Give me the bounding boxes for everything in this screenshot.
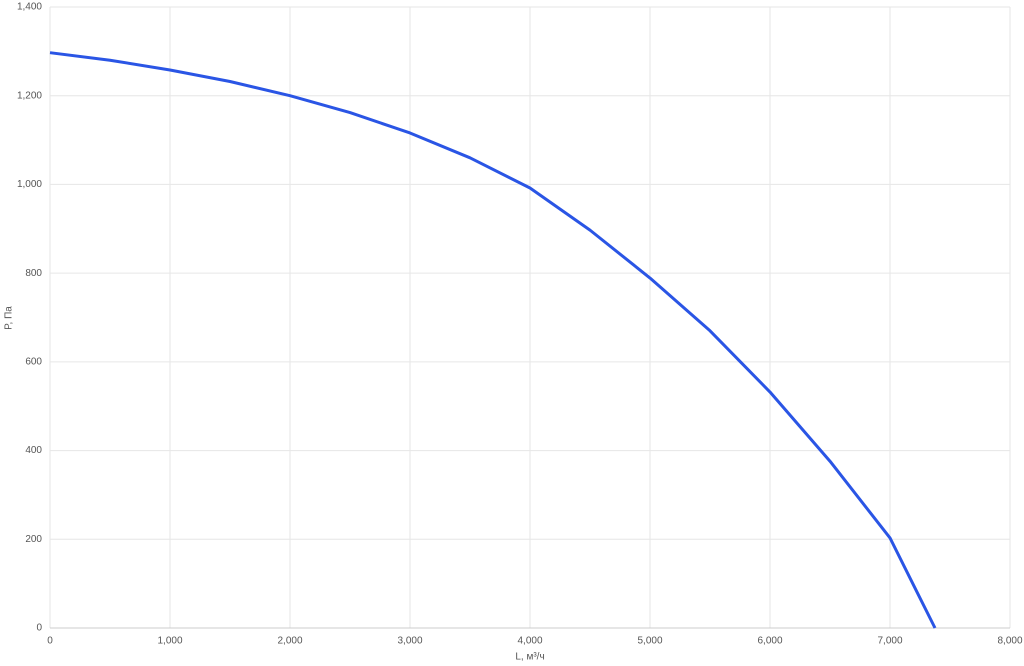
y-tick-label: 200 — [25, 534, 42, 545]
y-tick-label: 600 — [25, 356, 42, 367]
x-tick-label: 6,000 — [757, 636, 782, 647]
y-tick-label: 1,200 — [17, 90, 42, 101]
y-axis-label: P, Па — [4, 306, 15, 330]
y-tick-label: 1,400 — [17, 2, 42, 13]
x-tick-label: 3,000 — [397, 636, 422, 647]
x-tick-label: 7,000 — [877, 636, 902, 647]
x-tick-label: 0 — [47, 636, 53, 647]
x-tick-label: 4,000 — [517, 636, 542, 647]
x-tick-label: 8,000 — [997, 636, 1022, 647]
x-axis-label: L, м³/ч — [515, 652, 544, 663]
y-tick-label: 1,000 — [17, 179, 42, 190]
x-tick-label: 2,000 — [277, 636, 302, 647]
x-tick-label: 5,000 — [637, 636, 662, 647]
y-tick-label: 800 — [25, 268, 42, 279]
data-line — [49, 51, 937, 629]
y-tick-label: 0 — [36, 623, 42, 634]
x-tick-label: 1,000 — [157, 636, 182, 647]
y-tick-label: 400 — [25, 445, 42, 456]
